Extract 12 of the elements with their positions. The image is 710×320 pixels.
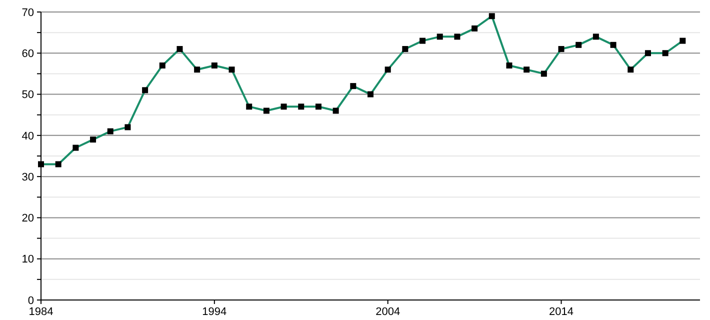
y-tick-label: 40 xyxy=(22,130,34,142)
y-tick-label: 30 xyxy=(22,171,34,184)
x-tick-label: 2004 xyxy=(376,306,400,318)
x-tick-label: 1984 xyxy=(28,306,54,318)
y-tick-label: 70 xyxy=(22,6,34,19)
y-tick-label: 50 xyxy=(22,89,34,102)
x-tick-label: 2014 xyxy=(549,306,574,318)
y-tick-label: 60 xyxy=(22,48,34,60)
y-tick-label: 10 xyxy=(22,254,34,266)
y-tick-label: 0 xyxy=(28,294,34,307)
x-tick-label: 1994 xyxy=(202,306,227,318)
y-tick-label: 20 xyxy=(22,212,34,225)
